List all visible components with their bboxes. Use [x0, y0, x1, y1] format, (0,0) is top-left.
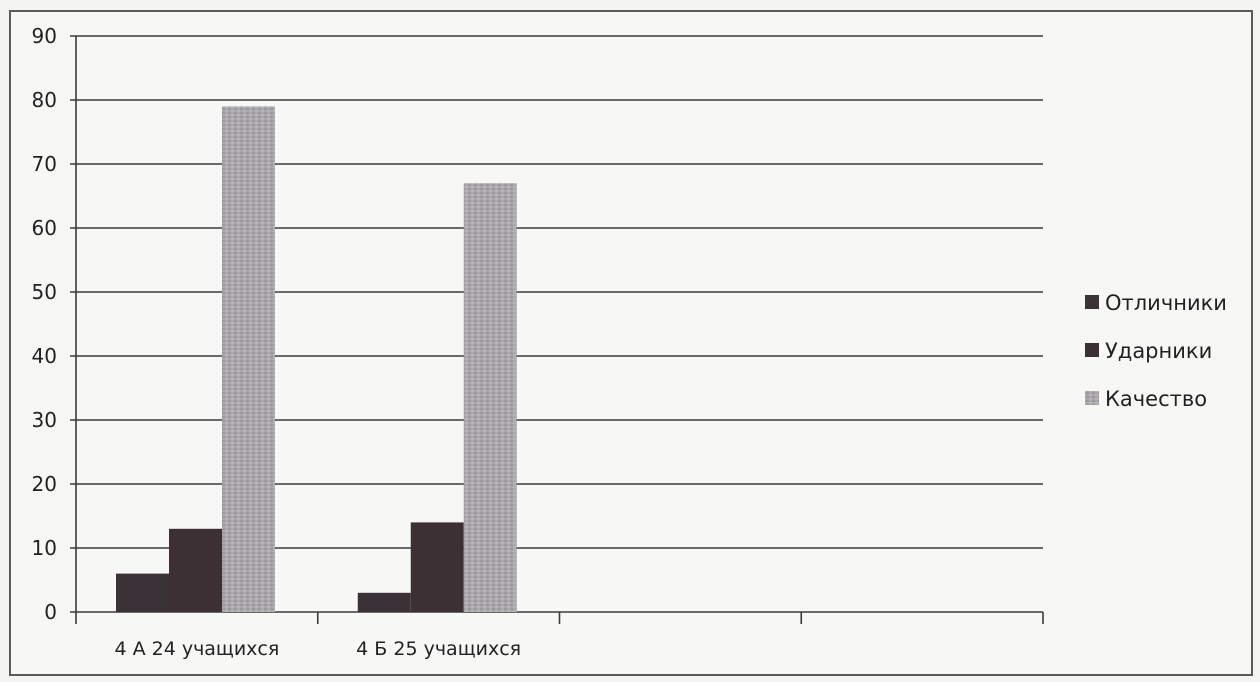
legend-swatch — [1085, 295, 1099, 309]
gridlines — [70, 35, 1043, 549]
y-tick-label: 10 — [32, 536, 57, 560]
bar — [116, 573, 169, 612]
legend-swatch — [1085, 391, 1099, 405]
bar — [463, 183, 517, 612]
y-tick-label: 60 — [32, 216, 57, 240]
y-tick-label: 50 — [32, 280, 57, 304]
y-tick-label: 80 — [32, 88, 57, 112]
y-tick-label: 90 — [32, 24, 57, 48]
legend-swatch — [1085, 343, 1099, 357]
legend-label: Ударники — [1105, 339, 1212, 363]
bars — [116, 106, 517, 613]
bar — [169, 528, 222, 612]
y-tick-label: 30 — [32, 408, 57, 432]
y-tick-label: 20 — [32, 472, 57, 496]
x-category-label: 4 А 24 учащихся — [114, 638, 279, 660]
y-tick-label: 40 — [32, 344, 57, 368]
y-axis-tick-labels: 0 10 20 30 40 50 60 70 80 90 — [32, 24, 57, 624]
legend-label: Качество — [1105, 387, 1207, 411]
bar — [222, 106, 275, 613]
legend-label: Отличники — [1105, 291, 1227, 315]
bar — [357, 592, 411, 612]
y-tick-label: 0 — [44, 600, 57, 624]
x-axis-category-labels: 4 А 24 учащихся 4 Б 25 учащихся — [114, 638, 521, 660]
legend: Отличники Ударники Качество — [1085, 291, 1227, 411]
x-category-label: 4 Б 25 учащихся — [356, 638, 521, 660]
bar — [410, 522, 464, 612]
y-tick-label: 70 — [32, 152, 57, 176]
